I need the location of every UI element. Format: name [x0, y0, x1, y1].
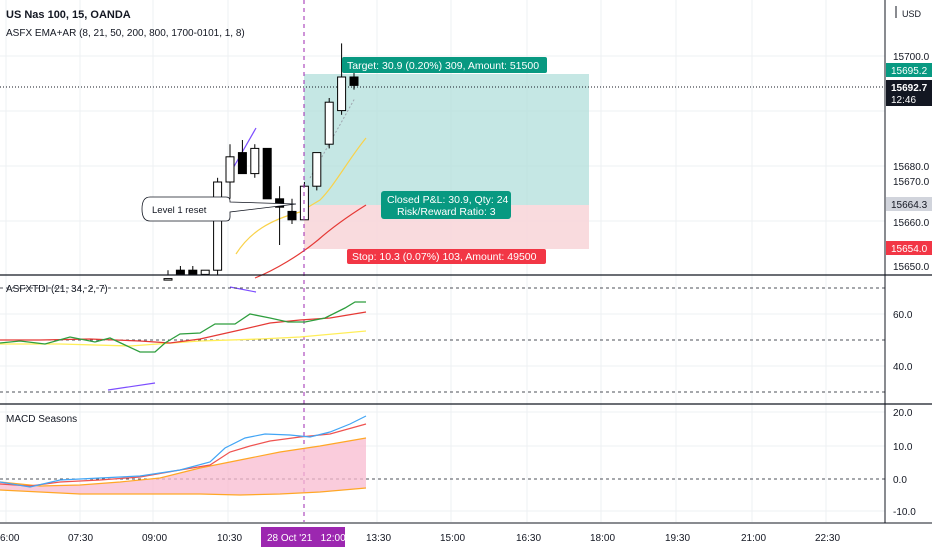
- macd-tick: 10.0: [893, 442, 913, 453]
- callout-label: Level 1 reset: [152, 205, 207, 216]
- time-tick: 21:00: [741, 533, 766, 544]
- price-badge-entry-label: 15664.3: [891, 200, 928, 211]
- time-tick: 6:00: [0, 533, 20, 544]
- target-label: Target: 30.9 (0.20%) 309, Amount: 51500: [347, 60, 539, 72]
- candles: [163, 43, 359, 281]
- callout-bubble[interactable]: [141, 196, 297, 222]
- price-badge-last-time: 12:46: [891, 95, 916, 106]
- candle-body: [163, 278, 173, 281]
- candle-body: [237, 152, 247, 175]
- macd-fill-area: [0, 438, 366, 495]
- candle-body: [188, 269, 198, 275]
- price-tick: 15680.0: [893, 162, 930, 173]
- price-tick: 15650.0: [893, 262, 930, 273]
- candle-body: [287, 210, 297, 221]
- price-tick: 15670.0: [893, 177, 930, 188]
- time-tick: 19:30: [665, 533, 690, 544]
- tdi-red-line: [0, 311, 367, 344]
- macd-title: MACD Seasons: [6, 414, 77, 425]
- macd-red-line: [0, 423, 367, 487]
- time-tick: 07:30: [68, 533, 93, 544]
- time-cursor-label: 28 Oct '21 12:00: [267, 533, 346, 544]
- tdi-tick: 60.0: [893, 310, 913, 321]
- price-badge-target-label: 15695.2: [891, 66, 928, 77]
- indicator-title: ASFX EMA+AR (8, 21, 50, 200, 800, 1700-0…: [6, 28, 245, 39]
- rr-label: Risk/Reward Ratio: 3: [397, 206, 496, 218]
- target-zone: [304, 74, 589, 205]
- time-tick: 18:00: [590, 533, 615, 544]
- stop-label: Stop: 10.3 (0.07%) 103, Amount: 49500: [352, 251, 537, 263]
- candle-body: [312, 152, 322, 187]
- price-badge-stop: [886, 241, 932, 255]
- macd-signal-line: [0, 487, 367, 496]
- pnl-label: Closed P&L: 30.9, Qty: 24: [387, 194, 509, 206]
- price-tick: 15700.0: [893, 52, 930, 63]
- time-tick: 22:30: [815, 533, 840, 544]
- currency-label: USD: [902, 9, 922, 19]
- symbol-title: US Nas 100, 15, OANDA: [6, 9, 131, 21]
- target-label-box: [342, 57, 547, 73]
- ema-red-line: [254, 204, 367, 279]
- price-badge-target: [886, 63, 932, 77]
- tdi-tick: 40.0: [893, 362, 913, 373]
- time-tick: 09:00: [142, 533, 167, 544]
- price-badge-last-label: 15692.7: [891, 83, 928, 94]
- candle-body: [262, 147, 272, 200]
- pnl-label-box: [381, 191, 511, 219]
- stop-label-box: [347, 249, 546, 264]
- violet-stroke-3: [107, 382, 156, 391]
- price-tick: 15660.0: [893, 218, 930, 229]
- price-badge-last: [886, 80, 932, 106]
- macd-blue-line: [0, 415, 367, 488]
- time-tick: 10:30: [217, 533, 242, 544]
- candle-body: [324, 101, 334, 145]
- violet-stroke-1: [231, 127, 257, 171]
- candle-body: [250, 147, 260, 175]
- tdi-title: ASFXTDI (21, 34, 2, 7): [6, 284, 108, 295]
- time-cursor-badge: [261, 527, 345, 547]
- price-badge-stop-label: 15654.0: [891, 244, 928, 255]
- time-tick: 13:30: [366, 533, 391, 544]
- candle-body: [200, 269, 210, 275]
- candle-body: [225, 156, 235, 183]
- price-badge-entry: [886, 197, 932, 211]
- candle-body: [337, 76, 347, 112]
- macd-tick: 0.0: [893, 475, 907, 486]
- macd-tick: 20.0: [893, 408, 913, 419]
- tdi-green-line: [0, 301, 366, 353]
- macd-orange-line: [0, 437, 367, 487]
- time-tick: 15:00: [440, 533, 465, 544]
- macd-tick: -10.0: [893, 507, 916, 518]
- ema-yellow-line: [235, 137, 367, 255]
- candle-body: [349, 76, 359, 86]
- tdi-yellow-line: [0, 330, 367, 347]
- candle-body: [175, 269, 185, 276]
- time-tick: 16:30: [516, 533, 541, 544]
- candle-body: [213, 181, 223, 271]
